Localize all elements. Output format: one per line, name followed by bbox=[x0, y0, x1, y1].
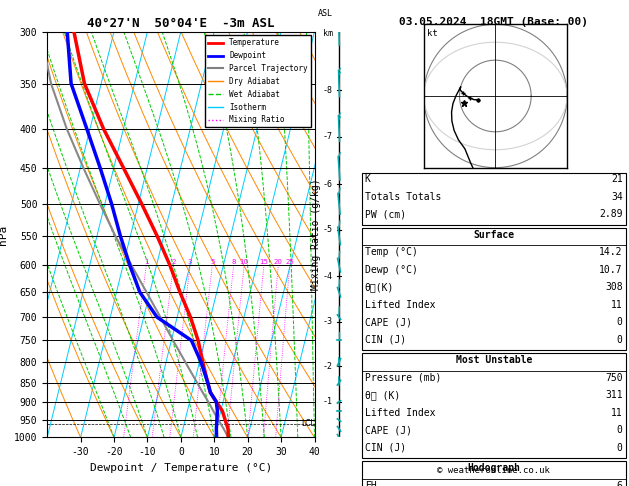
Text: θᴀ(K): θᴀ(K) bbox=[365, 282, 394, 293]
Text: ASL: ASL bbox=[318, 9, 333, 18]
Text: Hodograph: Hodograph bbox=[467, 463, 520, 473]
Text: 0: 0 bbox=[617, 335, 623, 345]
Text: Dewp (°C): Dewp (°C) bbox=[365, 265, 418, 275]
Text: 3: 3 bbox=[188, 259, 192, 265]
Text: Most Unstable: Most Unstable bbox=[455, 355, 532, 365]
Text: 2.89: 2.89 bbox=[599, 209, 623, 220]
Text: θᴀ (K): θᴀ (K) bbox=[365, 390, 400, 400]
Text: CAPE (J): CAPE (J) bbox=[365, 317, 412, 328]
Text: 6: 6 bbox=[617, 481, 623, 486]
Text: 11: 11 bbox=[611, 408, 623, 418]
Text: -2: -2 bbox=[323, 362, 333, 371]
Text: 15: 15 bbox=[259, 259, 269, 265]
Text: 10: 10 bbox=[240, 259, 248, 265]
Text: 750: 750 bbox=[605, 373, 623, 383]
Text: Pressure (mb): Pressure (mb) bbox=[365, 373, 441, 383]
Text: -3: -3 bbox=[323, 317, 333, 327]
Text: Mixing Ratio (g/kg): Mixing Ratio (g/kg) bbox=[311, 179, 321, 290]
Text: 14.2: 14.2 bbox=[599, 247, 623, 258]
Text: 5: 5 bbox=[210, 259, 214, 265]
Y-axis label: hPa: hPa bbox=[0, 225, 8, 244]
Text: 25: 25 bbox=[286, 259, 294, 265]
Text: 34: 34 bbox=[611, 192, 623, 202]
Title: 40°27'N  50°04'E  -3m ASL: 40°27'N 50°04'E -3m ASL bbox=[87, 17, 275, 31]
Text: 2: 2 bbox=[171, 259, 175, 265]
Text: 10.7: 10.7 bbox=[599, 265, 623, 275]
Text: CIN (J): CIN (J) bbox=[365, 443, 406, 453]
Text: PW (cm): PW (cm) bbox=[365, 209, 406, 220]
Text: -5: -5 bbox=[323, 225, 333, 234]
Text: Lifted Index: Lifted Index bbox=[365, 300, 435, 310]
Text: K: K bbox=[365, 174, 370, 185]
Text: -1: -1 bbox=[323, 398, 333, 406]
Text: Totals Totals: Totals Totals bbox=[365, 192, 441, 202]
X-axis label: Dewpoint / Temperature (°C): Dewpoint / Temperature (°C) bbox=[90, 463, 272, 473]
Legend: Temperature, Dewpoint, Parcel Trajectory, Dry Adiabat, Wet Adiabat, Isotherm, Mi: Temperature, Dewpoint, Parcel Trajectory… bbox=[204, 35, 311, 127]
Text: 03.05.2024  18GMT (Base: 00): 03.05.2024 18GMT (Base: 00) bbox=[399, 17, 588, 27]
Text: Lifted Index: Lifted Index bbox=[365, 408, 435, 418]
Text: CIN (J): CIN (J) bbox=[365, 335, 406, 345]
Text: 1: 1 bbox=[144, 259, 148, 265]
Text: CAPE (J): CAPE (J) bbox=[365, 425, 412, 435]
Text: 11: 11 bbox=[611, 300, 623, 310]
Text: © weatheronline.co.uk: © weatheronline.co.uk bbox=[437, 466, 550, 475]
Text: LCL: LCL bbox=[301, 419, 314, 428]
Text: EH: EH bbox=[365, 481, 377, 486]
Text: 0: 0 bbox=[617, 425, 623, 435]
Text: 20: 20 bbox=[274, 259, 283, 265]
Text: Surface: Surface bbox=[473, 230, 515, 240]
Text: 21: 21 bbox=[611, 174, 623, 185]
Text: 0: 0 bbox=[617, 317, 623, 328]
Text: -6: -6 bbox=[323, 180, 333, 189]
Text: -8: -8 bbox=[323, 86, 333, 95]
Text: km: km bbox=[323, 29, 333, 38]
Text: 308: 308 bbox=[605, 282, 623, 293]
Text: 8: 8 bbox=[231, 259, 236, 265]
Text: 311: 311 bbox=[605, 390, 623, 400]
Text: Temp (°C): Temp (°C) bbox=[365, 247, 418, 258]
Text: -4: -4 bbox=[323, 272, 333, 281]
Text: -7: -7 bbox=[323, 132, 333, 141]
Text: kt: kt bbox=[426, 29, 437, 37]
Text: 0: 0 bbox=[617, 443, 623, 453]
